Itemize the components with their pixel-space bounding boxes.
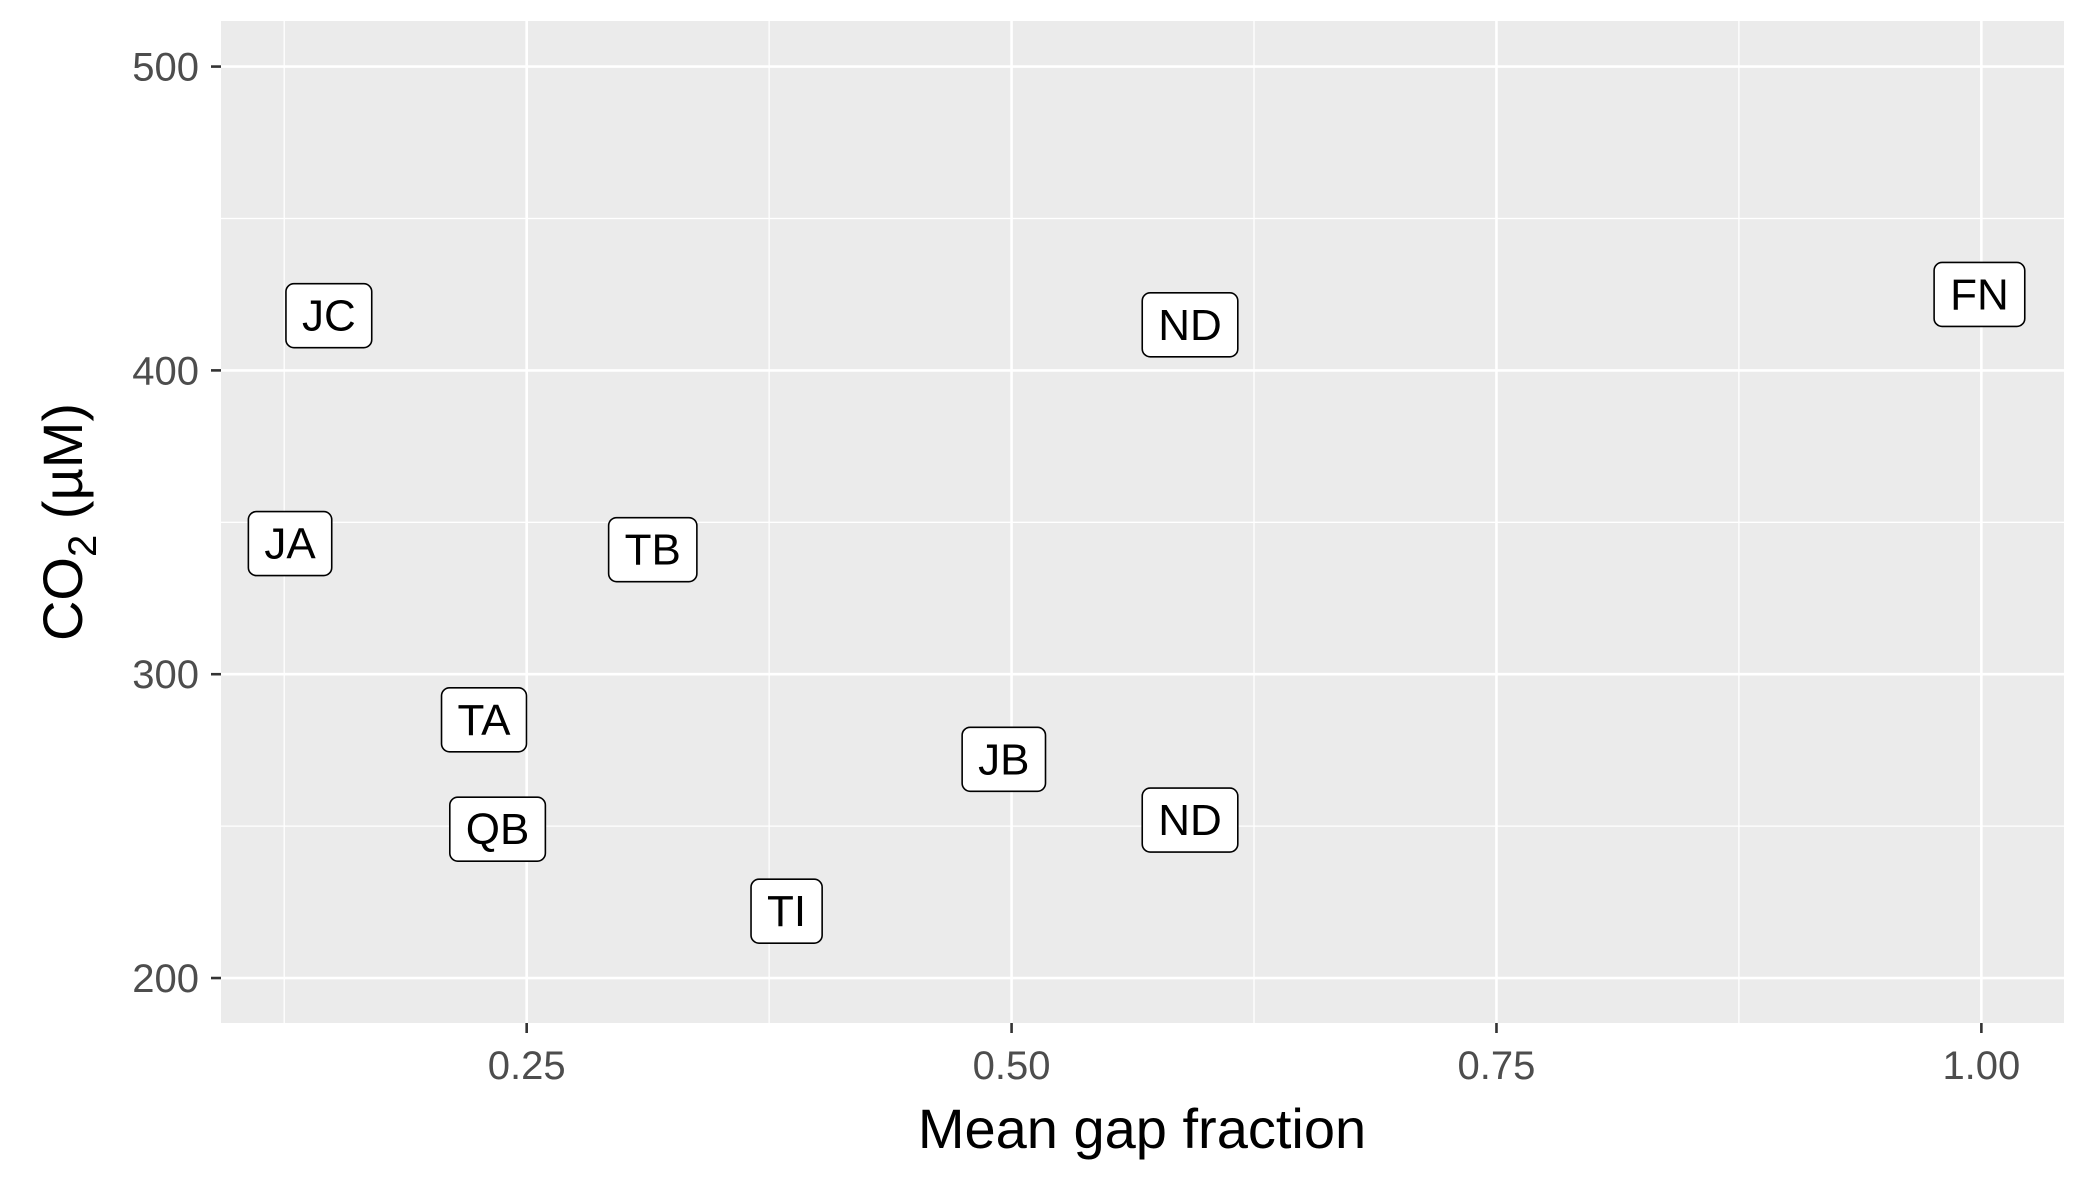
point-label-box: [247, 510, 333, 577]
point-label-text: QB: [466, 805, 530, 854]
axis-ticks: [211, 65, 1983, 1033]
point-label-box: [1141, 292, 1239, 358]
point-label-text: JA: [264, 520, 316, 569]
point-label-box: [961, 726, 1047, 793]
point-label-jb: JB: [961, 726, 1047, 793]
point-label-text: ND: [1158, 796, 1222, 845]
point-label-text: TI: [767, 887, 806, 936]
point-label-text: JC: [302, 292, 356, 341]
y-tick-label: 400: [132, 349, 199, 393]
point-label-qb: QB: [448, 796, 547, 862]
y-axis-title-subscript: 2: [61, 535, 105, 557]
point-label-box: [1933, 261, 2026, 328]
point-labels: JC JA TB TA QB TI JB ND ND FN: [247, 261, 2026, 944]
point-label-box: [1141, 787, 1239, 853]
point-label-box: [448, 796, 547, 862]
x-tick-label: 0.50: [973, 1044, 1051, 1088]
y-axis-title-suffix: (µM): [31, 403, 94, 535]
point-label-text: TA: [458, 696, 512, 745]
point-label-ta: TA: [440, 686, 528, 753]
point-label-text: ND: [1158, 301, 1222, 350]
point-label-text: FN: [1950, 270, 2009, 319]
y-tick-label: 500: [132, 46, 199, 90]
point-label-nd: ND: [1141, 787, 1239, 853]
y-axis-tick-labels: 200 300 400 500: [132, 46, 199, 1001]
major-gridlines: [221, 21, 2064, 1023]
x-axis-title: Mean gap fraction: [918, 1097, 1366, 1160]
point-label-text: TB: [625, 526, 681, 575]
minor-gridlines: [221, 21, 2064, 1023]
point-label-nd: ND: [1141, 292, 1239, 358]
point-label-tb: TB: [607, 516, 698, 583]
x-tick-label: 1.00: [1942, 1044, 2020, 1088]
point-label-box: [285, 282, 373, 349]
x-axis-tick-labels: 0.25 0.50 0.75 1.00: [488, 1044, 2021, 1088]
point-label-fn: FN: [1933, 261, 2026, 328]
point-label-text: JB: [978, 735, 1029, 784]
point-label-jc: JC: [285, 282, 373, 349]
x-tick-label: 0.75: [1458, 1044, 1536, 1088]
y-axis-title: CO2 (µM): [31, 403, 105, 641]
point-label-box: [440, 686, 528, 753]
point-label-ja: JA: [247, 510, 333, 577]
y-axis-title-main: CO: [31, 557, 94, 641]
point-label-box: [607, 516, 698, 583]
x-tick-label: 0.25: [488, 1044, 566, 1088]
y-tick-label: 200: [132, 957, 199, 1001]
y-tick-label: 300: [132, 653, 199, 697]
point-label-ti: TI: [750, 878, 823, 944]
point-label-box: [750, 878, 823, 944]
